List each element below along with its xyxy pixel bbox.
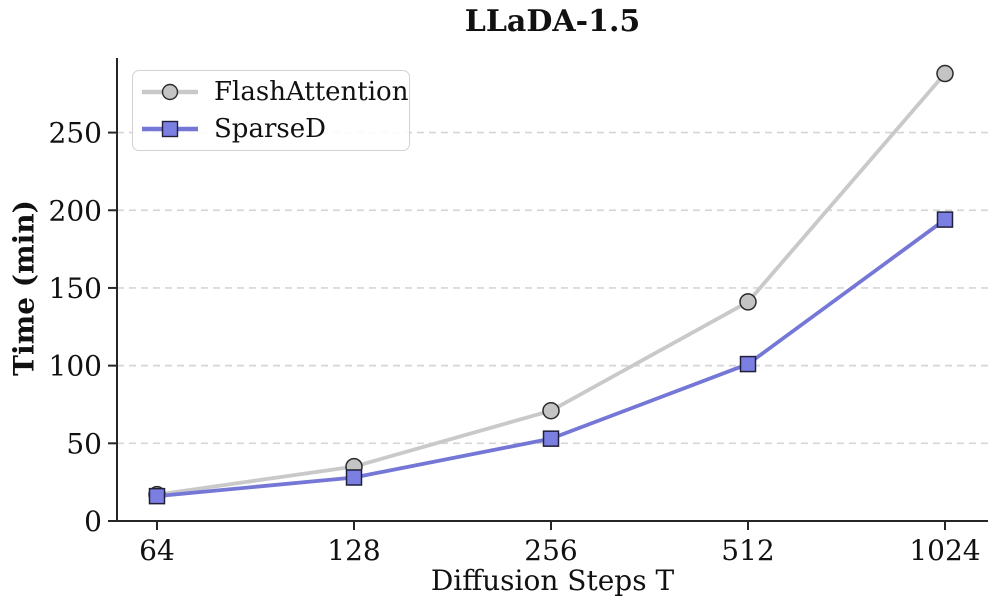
data-point-marker — [148, 487, 166, 505]
legend-item-sparsed: SparseD — [140, 112, 409, 146]
sparsed-line-square-swatch — [142, 120, 198, 138]
x-tick-label: 512 — [721, 534, 774, 567]
x-tick-label: 128 — [327, 534, 380, 567]
x-tick-label: 1024 — [909, 534, 980, 567]
y-tick-label: 250 — [49, 117, 102, 150]
y-tick-label: 200 — [49, 194, 102, 227]
data-point-marker — [542, 401, 560, 420]
legend-item-flashattention: FlashAttention — [140, 75, 409, 109]
legend-label-flashattention: FlashAttention — [214, 77, 409, 107]
data-point-marker — [739, 293, 757, 311]
legend-label-sparsed: SparseD — [214, 114, 326, 144]
data-point-marker — [936, 64, 954, 83]
series-flashattention — [148, 64, 954, 504]
data-point-marker — [542, 430, 560, 447]
flashattention-line-circle-swatch — [142, 83, 198, 101]
x-tick-label: 64 — [139, 534, 175, 567]
series-line — [155, 217, 947, 499]
data-point-marker — [739, 355, 757, 373]
data-point-marker — [345, 469, 363, 486]
data-point-marker — [936, 211, 954, 228]
y-tick-label: 150 — [49, 272, 102, 305]
x-tick-label: 256 — [524, 534, 577, 567]
x-axis-title: Diffusion Steps T — [430, 564, 675, 597]
y-tick-label: 0 — [84, 505, 102, 538]
legend: FlashAttention SparseD — [132, 70, 410, 151]
chart-title: LLaDA-1.5 — [464, 4, 641, 39]
y-tick-label: 100 — [49, 350, 102, 383]
series-sparsed — [148, 211, 954, 505]
y-tick-label: 50 — [66, 427, 102, 460]
